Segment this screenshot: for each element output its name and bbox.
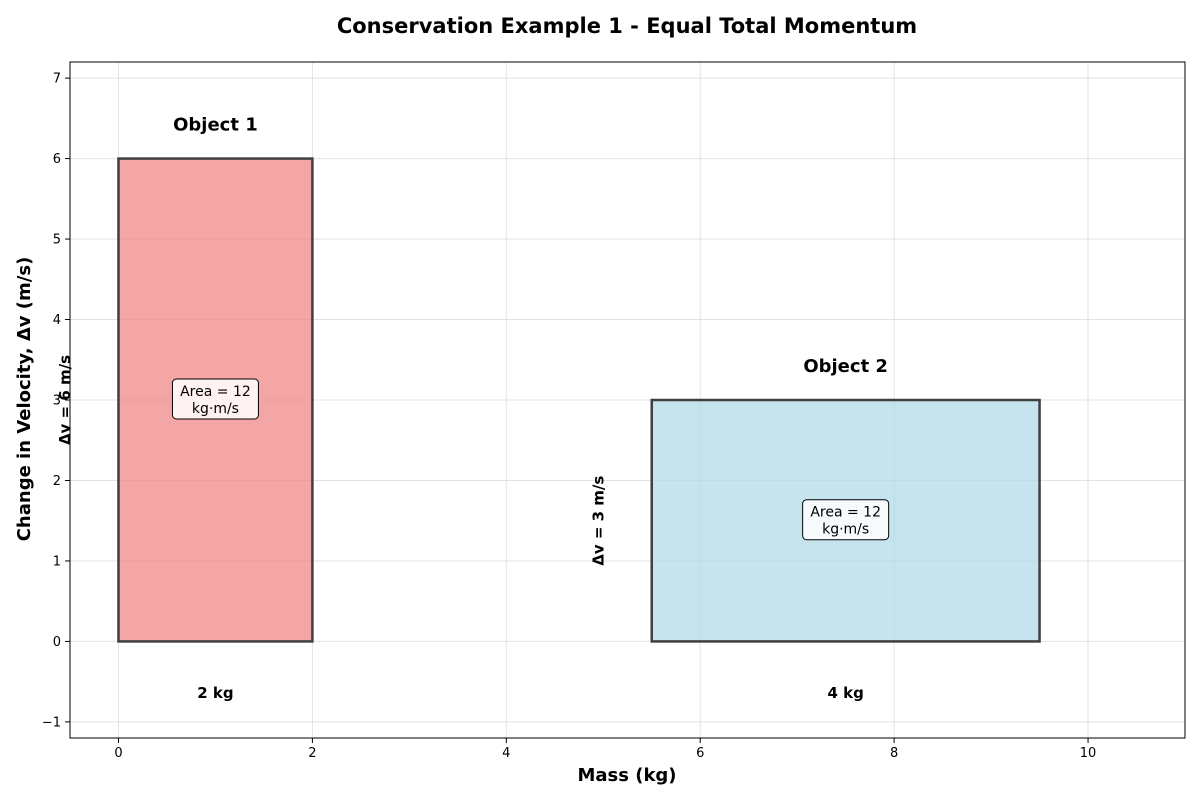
object-name-label: Object 2 [803,356,888,377]
y-axis-label: Change in Velocity, Δv (m/s) [14,257,35,542]
mass-label: 4 kg [827,684,863,702]
x-tick-label: 2 [308,746,316,761]
object-name-label: Object 1 [173,115,258,136]
y-tick-label: −1 [42,715,61,730]
delta-v-label: Δv = 3 m/s [589,476,607,566]
x-tick-label: 6 [696,746,704,761]
y-tick-label: 2 [53,474,61,489]
area-value-text: Area = 12 [180,384,251,400]
x-tick-label: 4 [502,746,510,761]
bars [117,157,1041,643]
y-tick-label: 0 [53,635,61,650]
x-tick-label: 8 [890,746,898,761]
mass-label: 2 kg [197,684,233,702]
area-box [802,499,890,541]
x-tick-label: 0 [114,746,122,761]
area-box [171,378,259,420]
y-tick-label: 3 [53,394,61,409]
x-axis-label: Mass (kg) [577,765,676,786]
chart-title: Conservation Example 1 - Equal Total Mom… [337,14,917,38]
y-tick-label: 5 [53,233,61,248]
y-tick-label: 1 [53,554,61,569]
x-tick-label: 10 [1080,746,1097,761]
area-unit-text: kg·m/s [192,401,239,417]
y-tick-label: 4 [53,313,61,328]
axis-ticks: 0 2 4 6 8 10 −1 0 1 2 3 4 5 6 7 [42,72,1096,761]
area-value-text: Area = 12 [810,505,881,521]
area-unit-text: kg·m/s [822,522,869,538]
y-tick-label: 6 [53,152,61,167]
y-tick-label: 7 [53,72,61,87]
